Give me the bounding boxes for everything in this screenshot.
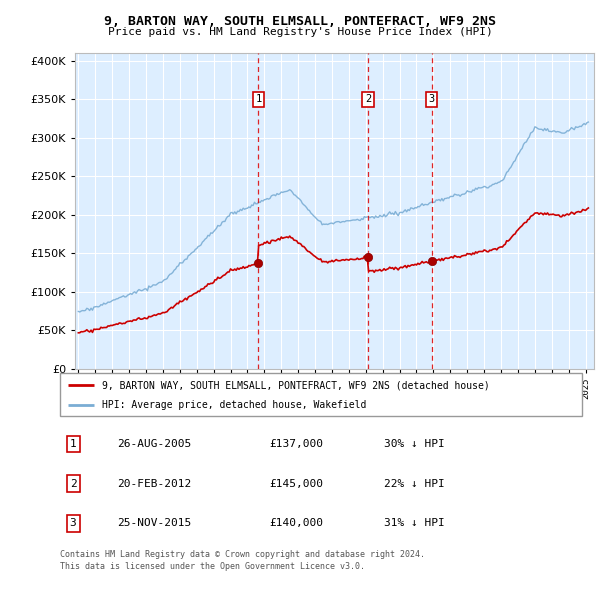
Text: 2: 2 bbox=[365, 94, 371, 104]
Text: 9, BARTON WAY, SOUTH ELMSALL, PONTEFRACT, WF9 2NS (detached house): 9, BARTON WAY, SOUTH ELMSALL, PONTEFRACT… bbox=[102, 381, 490, 391]
Text: 9, BARTON WAY, SOUTH ELMSALL, PONTEFRACT, WF9 2NS: 9, BARTON WAY, SOUTH ELMSALL, PONTEFRACT… bbox=[104, 15, 496, 28]
Text: 22% ↓ HPI: 22% ↓ HPI bbox=[383, 478, 445, 489]
Text: 1: 1 bbox=[256, 94, 262, 104]
Text: 20-FEB-2012: 20-FEB-2012 bbox=[118, 478, 191, 489]
Text: 2: 2 bbox=[70, 478, 76, 489]
Text: £145,000: £145,000 bbox=[269, 478, 323, 489]
Text: 1: 1 bbox=[70, 438, 76, 448]
Text: £137,000: £137,000 bbox=[269, 438, 323, 448]
Text: This data is licensed under the Open Government Licence v3.0.: This data is licensed under the Open Gov… bbox=[60, 562, 365, 571]
Text: 3: 3 bbox=[428, 94, 435, 104]
Text: 31% ↓ HPI: 31% ↓ HPI bbox=[383, 519, 445, 529]
Text: Price paid vs. HM Land Registry's House Price Index (HPI): Price paid vs. HM Land Registry's House … bbox=[107, 27, 493, 37]
Text: 30% ↓ HPI: 30% ↓ HPI bbox=[383, 438, 445, 448]
Text: 26-AUG-2005: 26-AUG-2005 bbox=[118, 438, 191, 448]
Text: Contains HM Land Registry data © Crown copyright and database right 2024.: Contains HM Land Registry data © Crown c… bbox=[60, 550, 425, 559]
Text: 25-NOV-2015: 25-NOV-2015 bbox=[118, 519, 191, 529]
Text: 3: 3 bbox=[70, 519, 76, 529]
Text: HPI: Average price, detached house, Wakefield: HPI: Average price, detached house, Wake… bbox=[102, 400, 366, 410]
Text: £140,000: £140,000 bbox=[269, 519, 323, 529]
